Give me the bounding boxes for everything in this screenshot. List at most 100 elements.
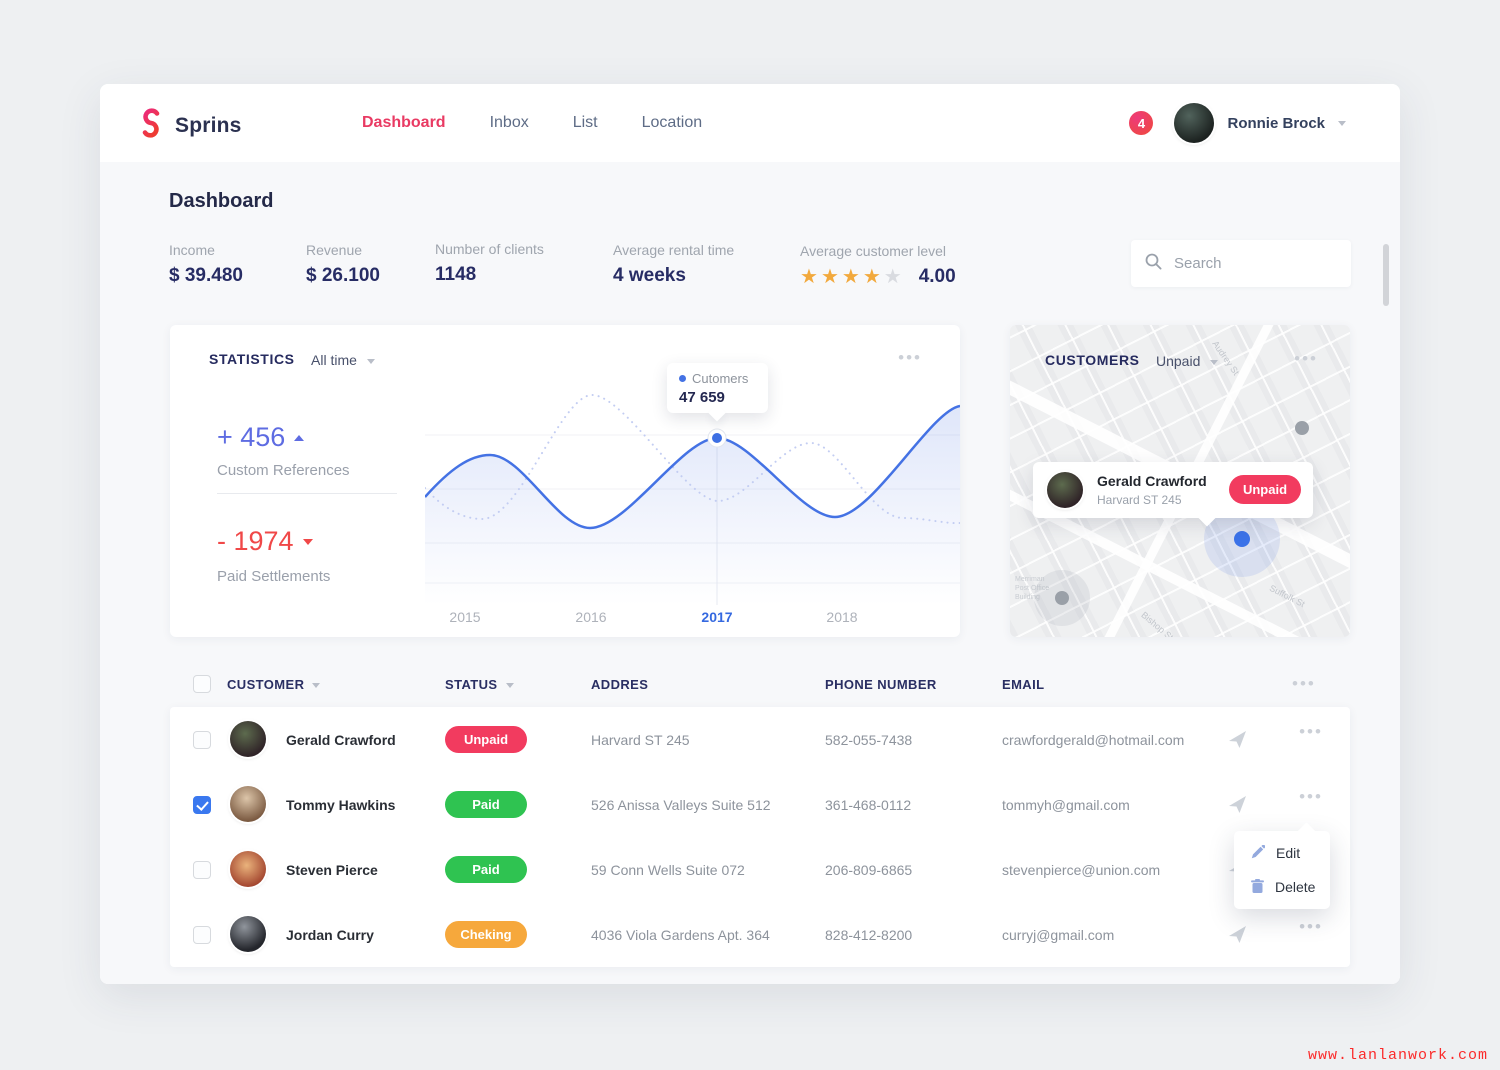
customers-more-menu[interactable]: ••• [1294, 349, 1318, 368]
search-input[interactable] [1172, 254, 1326, 273]
column-label: CUSTOMER [227, 677, 305, 692]
user-avatar[interactable] [1174, 103, 1215, 143]
kpi-label: Number of clients [435, 241, 544, 257]
star-icon: ★ [841, 266, 863, 288]
chart-area-fill [425, 406, 960, 605]
status-badge: Paid [445, 856, 527, 883]
context-menu-delete[interactable]: Delete [1234, 870, 1330, 904]
customers-status-filter[interactable]: Unpaid [1156, 353, 1219, 369]
kpi-value: $ 39.480 [169, 265, 243, 286]
axis-year-active: 2017 [701, 609, 733, 625]
kpi-customer-level: Average customer level ★★★★★ 4.00 [800, 243, 956, 288]
tooltip-series: Cutomers [692, 371, 749, 386]
customer-email: tommyh@gmail.com [1002, 797, 1130, 813]
customers-map-card: Harvard St Suffolk St Bishop St Audrey S… [1010, 325, 1350, 637]
nav-inbox[interactable]: Inbox [489, 114, 529, 131]
map-marker-selected[interactable] [1234, 531, 1250, 547]
status-badge: Paid [445, 791, 527, 818]
row-checkbox[interactable] [193, 731, 211, 749]
chart-marker [712, 433, 722, 443]
axis-year: 2016 [575, 609, 607, 625]
metric-up-label: Custom References [217, 462, 350, 479]
row-checkbox[interactable] [193, 926, 211, 944]
sort-icon [505, 683, 514, 689]
map-street-label: Bishop St [1139, 609, 1176, 637]
notification-badge[interactable]: 4 [1129, 111, 1154, 135]
user-name: Ronnie Brock [1227, 114, 1325, 132]
search-icon [1145, 253, 1162, 275]
kpi-value: 4 weeks [613, 265, 686, 286]
customer-address: Harvard ST 245 [591, 732, 690, 748]
kpi-label: Average rental time [613, 242, 735, 258]
dashboard-content: Dashboard Income $ 39.480 Revenue $ 26.1… [100, 162, 1400, 984]
customer-name: Jordan Curry [286, 927, 374, 943]
send-icon[interactable] [1228, 925, 1247, 949]
nav-location[interactable]: Location [641, 114, 703, 131]
avatar [230, 786, 266, 822]
range-filter-label: All time [311, 352, 357, 368]
main-nav: Dashboard Inbox List Location [362, 84, 702, 162]
send-icon[interactable] [1228, 730, 1247, 754]
kpi-rental-time: Average rental time 4 weeks [613, 242, 734, 287]
nav-dashboard[interactable]: Dashboard [362, 114, 446, 131]
star-icon: ★ [883, 266, 905, 288]
row-context-menu: Edit Delete [1234, 831, 1330, 909]
chart-line-solid [424, 404, 961, 530]
context-menu-label: Edit [1276, 845, 1301, 861]
kpi-value: $ 26.100 [306, 265, 380, 286]
row-more-menu[interactable]: ••• [1299, 917, 1323, 936]
popup-customer-address: Harvard ST 245 [1097, 493, 1182, 507]
kpi-value: 1148 [435, 264, 477, 285]
avatar [230, 851, 266, 887]
map-marker[interactable] [1295, 421, 1309, 435]
map-marker[interactable] [1055, 591, 1069, 605]
brand[interactable]: Sprins [138, 108, 242, 143]
customer-phone: 582-055-7438 [825, 732, 913, 748]
column-label: PHONE NUMBER [825, 677, 937, 692]
app-window: Sprins Dashboard Inbox List Location 4 R… [100, 84, 1400, 984]
axis-year: 2018 [826, 609, 858, 625]
status-filter-label: Unpaid [1156, 353, 1201, 369]
statistics-chart [424, 385, 961, 605]
statistics-card: STATISTICS All time ••• + 456 Custom Ref… [170, 325, 961, 637]
metric-up-value: + 456 [217, 422, 286, 452]
map-street-label: Suffolk St [1267, 582, 1307, 610]
statistics-range-filter[interactable]: All time [311, 352, 375, 368]
arrow-up-icon [294, 434, 305, 441]
chart-tooltip: Cutomers 47 659 [667, 363, 768, 413]
trash-icon [1251, 878, 1264, 896]
statistics-more-menu[interactable]: ••• [898, 348, 922, 367]
row-more-menu[interactable]: ••• [1299, 722, 1323, 741]
column-customer[interactable]: CUSTOMER [227, 677, 321, 692]
row-checkbox[interactable] [193, 861, 211, 879]
column-address[interactable]: ADDRES [591, 677, 648, 692]
row-checkbox[interactable] [193, 796, 211, 814]
user-menu[interactable]: 4 Ronnie Brock [1129, 84, 1346, 162]
customer-address: 59 Conn Wells Suite 072 [591, 862, 745, 878]
context-menu-edit[interactable]: Edit [1234, 836, 1330, 870]
customer-popup[interactable]: Gerald Crawford Harvard ST 245 Unpaid [1033, 462, 1313, 518]
table-row: Jordan Curry Cheking 4036 Viola Gardens … [170, 902, 1350, 967]
kpi-label: Revenue [306, 242, 363, 258]
page-title: Dashboard [169, 190, 274, 212]
send-icon[interactable] [1228, 795, 1247, 819]
chevron-down-icon [366, 358, 375, 364]
column-status[interactable]: STATUS [445, 677, 514, 692]
table-more-menu[interactable]: ••• [1292, 674, 1316, 693]
divider [217, 493, 397, 494]
kpi-label: Income [169, 242, 215, 258]
avatar [1047, 472, 1083, 508]
tooltip-value: 47 659 [679, 389, 725, 406]
column-label: EMAIL [1002, 677, 1045, 692]
select-all-checkbox[interactable] [193, 675, 211, 693]
metric-down-label: Paid Settlements [217, 568, 331, 585]
scrollbar-thumb[interactable] [1383, 244, 1389, 306]
sort-icon [312, 683, 321, 689]
row-more-menu[interactable]: ••• [1299, 787, 1323, 806]
nav-list[interactable]: List [572, 114, 598, 131]
column-phone[interactable]: PHONE NUMBER [825, 677, 937, 692]
customer-address: 4036 Viola Gardens Apt. 364 [591, 927, 770, 943]
pencil-icon [1251, 843, 1266, 862]
kpi-clients: Number of clients 1148 [435, 241, 544, 286]
column-email[interactable]: EMAIL [1002, 677, 1044, 692]
